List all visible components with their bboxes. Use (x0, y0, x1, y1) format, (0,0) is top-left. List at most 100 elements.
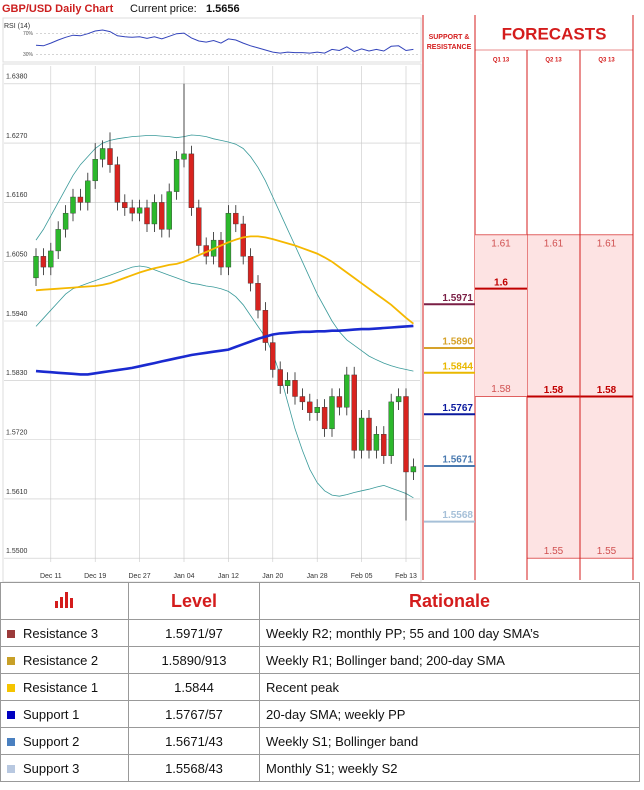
level-value: 1.5671/43 (128, 727, 260, 755)
candle-body (410, 466, 417, 473)
table-row: Support 1 1.5767/57 20-day SMA; weekly PP (0, 700, 640, 728)
forecast-label: 1.6 (494, 277, 508, 288)
table-header: Level Rationale (0, 582, 640, 620)
levels-table: Level Rationale Resistance 3 1.5971/97 Weekl… (0, 582, 640, 782)
forecast-title: FORECASTS (502, 24, 607, 43)
candle-body (92, 159, 98, 182)
level-name-cell: Support 1 (0, 700, 129, 728)
indicator-line (35, 134, 414, 372)
candle-body (284, 380, 291, 386)
price-label: Current price: (130, 3, 197, 15)
indicator-line (35, 324, 414, 376)
candle-body (77, 196, 84, 203)
chart: GBP/USD Daily Chart Current price: 1.565… (2, 3, 634, 583)
candle-body (62, 212, 69, 230)
table-row: Support 3 1.5568/43 Monthly S1; weekly S2 (0, 754, 640, 782)
level-value: 1.5767/57 (128, 700, 260, 728)
candle-body (159, 202, 165, 230)
level-label: 1.5844 (442, 361, 473, 372)
level-label: 1.5767 (442, 403, 473, 414)
candle-body (329, 396, 335, 430)
x-tick-label: Feb 13 (395, 573, 417, 580)
level-label: 1.5890 (442, 337, 473, 348)
rsi-frame (2, 17, 422, 63)
level-name: Support 2 (23, 733, 80, 749)
candle-body (277, 369, 283, 386)
candle-body (188, 153, 195, 208)
candle-body (299, 396, 306, 403)
period-label: Q1 13 (493, 58, 510, 64)
forecast-label: 1.58 (544, 385, 564, 396)
color-swatch (7, 711, 15, 720)
y-tick-label: 1.6050 (6, 252, 28, 259)
y-tick-label: 70% (23, 31, 34, 37)
candle-body (225, 212, 232, 268)
level-value: 1.5568/43 (128, 754, 260, 782)
level-name: Support 1 (23, 706, 80, 722)
candle-body (351, 374, 357, 451)
forecast-label: 1.61 (597, 238, 617, 249)
x-tick-label: Jan 04 (173, 573, 194, 580)
candle-body (344, 374, 350, 408)
level-name-cell: Support 3 (0, 754, 129, 782)
level-name-cell: Support 2 (0, 727, 129, 755)
y-tick-label: 1.5720 (6, 429, 28, 436)
table-row: Resistance 1 1.5844 Recent peak (0, 673, 640, 701)
candle-body (247, 256, 254, 284)
level-label: 1.5568 (442, 510, 473, 521)
forecast-label: 1.61 (491, 238, 511, 249)
level-name: Support 3 (23, 760, 80, 776)
candle-body (55, 229, 61, 252)
level-label: 1.5671 (442, 455, 473, 466)
candle-body (358, 417, 365, 451)
level-name-cell: Resistance 2 (0, 646, 129, 674)
y-tick-label: 1.5830 (6, 370, 28, 377)
color-swatch (7, 738, 15, 747)
forecast-label: 1.55 (544, 546, 564, 557)
forecast-label: 1.58 (597, 385, 617, 396)
candle-body (114, 164, 121, 203)
forecast-label: 1.55 (597, 546, 617, 557)
candle-body (122, 202, 128, 208)
rationale: Recent peak (259, 673, 640, 701)
indicator-line (35, 265, 414, 499)
rationale: Weekly S1; Bollinger band (259, 727, 640, 755)
candle-body (366, 417, 372, 451)
level-label: 1.5971 (442, 293, 473, 304)
level-name: Resistance 1 (23, 679, 99, 695)
table-row: Support 2 1.5671/43 Weekly S1; Bollinger b… (0, 727, 640, 755)
rationale: Weekly R1; Bollinger band; 200-day SMA (259, 646, 640, 674)
rationale: 20-day SMA; weekly PP (259, 700, 640, 728)
level-name-cell: Resistance 1 (0, 673, 129, 701)
level-value: 1.5890/913 (128, 646, 260, 674)
icon-cell (0, 582, 129, 620)
x-tick-label: Dec 11 (40, 573, 62, 580)
x-tick-label: Jan 12 (218, 573, 239, 580)
x-tick-label: Jan 20 (262, 573, 283, 580)
y-tick-label: 30% (23, 52, 34, 58)
sr-title: RESISTANCE (427, 44, 472, 51)
candle-body (173, 159, 180, 192)
candle-body (395, 396, 402, 403)
candle-body (262, 310, 269, 343)
x-tick-label: Dec 19 (84, 573, 106, 580)
candle-body (151, 202, 158, 225)
y-tick-label: 1.6160 (6, 192, 28, 199)
y-tick-label: 1.5940 (6, 311, 28, 318)
x-tick-label: Jan 28 (307, 573, 328, 580)
level-value: 1.5844 (128, 673, 260, 701)
column-header: Rationale (259, 582, 640, 620)
candle-body (270, 342, 276, 370)
rationale: Monthly S1; weekly S2 (259, 754, 640, 782)
candle-body (255, 283, 261, 311)
candle-body (233, 212, 239, 225)
y-tick-label: 1.6270 (6, 133, 28, 140)
y-tick-label: 1.6380 (6, 74, 28, 81)
color-swatch (7, 684, 15, 693)
candle-body (70, 196, 76, 214)
level-name: Resistance 2 (23, 652, 99, 668)
bar-icon (54, 591, 73, 608)
rsi-title: RSI (14) (4, 23, 30, 30)
candle-body (403, 396, 409, 473)
